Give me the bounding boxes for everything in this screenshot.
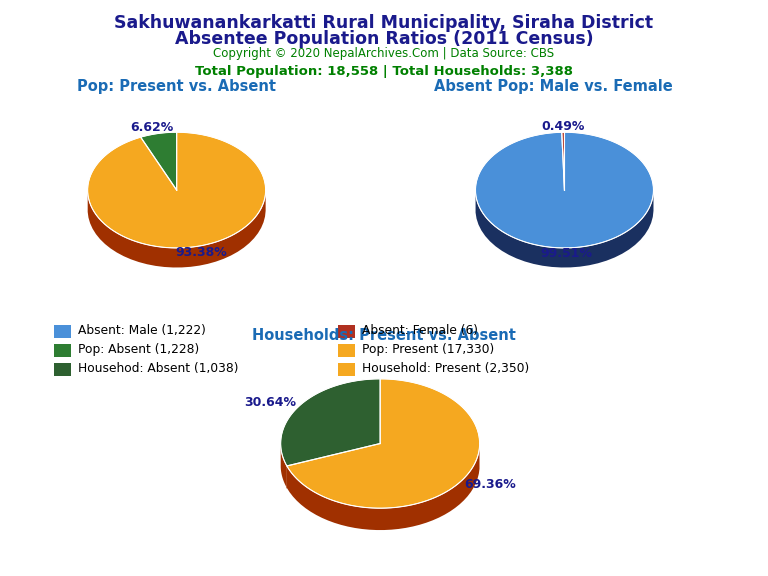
Polygon shape	[141, 132, 177, 190]
Polygon shape	[287, 379, 480, 508]
Text: 0.49%: 0.49%	[541, 120, 584, 133]
Text: Absent Pop: Male vs. Female: Absent Pop: Male vs. Female	[434, 79, 672, 94]
Polygon shape	[88, 132, 266, 248]
Polygon shape	[281, 445, 287, 488]
Text: Households: Present vs. Absent: Households: Present vs. Absent	[252, 328, 516, 343]
Text: Absent: Male (1,222): Absent: Male (1,222)	[78, 324, 207, 337]
Text: 69.36%: 69.36%	[465, 478, 516, 491]
Polygon shape	[561, 132, 564, 190]
Text: Househod: Absent (1,038): Househod: Absent (1,038)	[78, 362, 239, 375]
Text: Pop: Absent (1,228): Pop: Absent (1,228)	[78, 343, 200, 356]
Text: 99.51%: 99.51%	[541, 247, 592, 260]
Polygon shape	[280, 379, 380, 466]
Text: Copyright © 2020 NepalArchives.Com | Data Source: CBS: Copyright © 2020 NepalArchives.Com | Dat…	[214, 47, 554, 60]
Text: Pop: Present vs. Absent: Pop: Present vs. Absent	[77, 79, 276, 94]
Text: Absentee Population Ratios (2011 Census): Absentee Population Ratios (2011 Census)	[174, 30, 594, 48]
Text: Pop: Present (17,330): Pop: Present (17,330)	[362, 343, 495, 356]
Text: Sakhuwanankarkatti Rural Municipality, Siraha District: Sakhuwanankarkatti Rural Municipality, S…	[114, 14, 654, 32]
Text: Total Population: 18,558 | Total Households: 3,388: Total Population: 18,558 | Total Househo…	[195, 65, 573, 78]
Text: 30.64%: 30.64%	[244, 396, 296, 410]
Polygon shape	[475, 191, 654, 267]
Text: 6.62%: 6.62%	[131, 122, 174, 134]
Text: Household: Present (2,350): Household: Present (2,350)	[362, 362, 530, 375]
Text: Absent: Female (6): Absent: Female (6)	[362, 324, 478, 337]
Text: 93.38%: 93.38%	[176, 246, 227, 259]
Polygon shape	[475, 132, 654, 248]
Polygon shape	[287, 447, 479, 530]
Polygon shape	[88, 191, 266, 267]
